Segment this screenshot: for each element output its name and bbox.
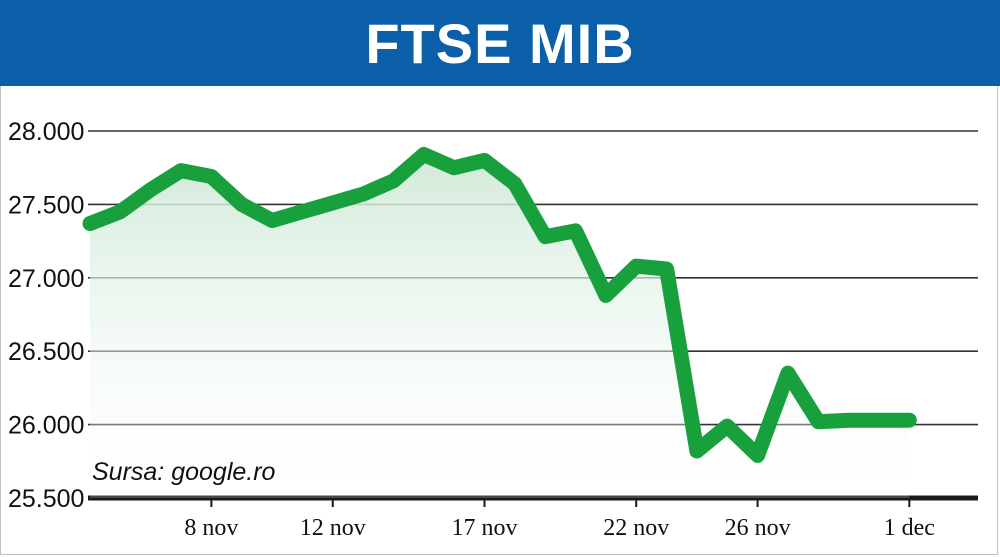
y-tick-label: 27.000: [8, 265, 84, 293]
data-point: [757, 454, 759, 456]
data-point: [878, 419, 880, 421]
data-point: [392, 180, 394, 182]
data-point: [89, 222, 91, 224]
data-point: [848, 419, 850, 421]
y-tick-label: 26.000: [8, 412, 84, 440]
data-point: [544, 236, 546, 238]
x-tick-label: 26 nov: [725, 515, 791, 541]
chart-title: FTSE MIB: [365, 11, 635, 75]
data-point: [666, 268, 668, 270]
x-tick-label: 17 nov: [451, 515, 517, 541]
data-point: [453, 167, 455, 169]
y-tick-label: 27.500: [8, 191, 84, 219]
data-point: [119, 211, 121, 213]
x-tick-label: 1 dec: [884, 515, 935, 541]
data-point: [241, 203, 243, 205]
source-note: Sursa: google.ro: [92, 458, 276, 486]
x-tick-label: 8 nov: [184, 515, 238, 541]
x-tick-label: 22 nov: [603, 515, 669, 541]
y-tick-label: 28.000: [8, 118, 84, 146]
chart-header: FTSE MIB: [0, 0, 1000, 86]
data-point: [301, 211, 303, 213]
data-point: [271, 220, 273, 222]
data-point: [514, 183, 516, 185]
data-point: [605, 294, 607, 296]
data-point: [635, 265, 637, 267]
data-point: [575, 230, 577, 232]
data-point: [180, 170, 182, 172]
data-point: [362, 193, 364, 195]
data-point: [332, 202, 334, 204]
series-line: [82, 147, 917, 463]
y-tick-label: 25.500: [8, 485, 84, 513]
data-point: [817, 421, 819, 423]
data-point: [908, 419, 910, 421]
x-tick-label: 12 nov: [300, 515, 366, 541]
data-point: [423, 153, 425, 155]
data-point: [696, 450, 698, 452]
data-point: [726, 425, 728, 427]
data-point: [150, 189, 152, 191]
area-fill: [90, 154, 910, 498]
data-point: [483, 159, 485, 161]
data-point: [787, 372, 789, 374]
data-point: [210, 176, 212, 178]
y-tick-label: 26.500: [8, 338, 84, 366]
